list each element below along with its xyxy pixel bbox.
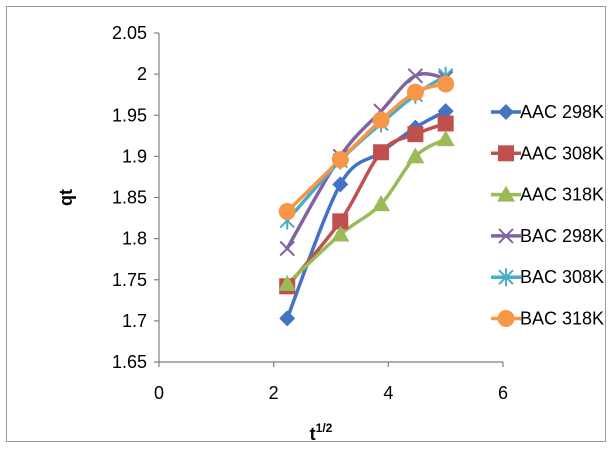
data-point-aac-298k — [332, 176, 349, 193]
data-point-bac-318k — [331, 151, 349, 169]
legend-label-bac-318k: BAC 318K — [520, 309, 604, 329]
data-point-aac-318k — [436, 130, 455, 147]
legend-marker-bac-308k — [498, 268, 514, 287]
y-tick-label: 1.75 — [112, 270, 147, 290]
data-point-bac-298k — [407, 68, 424, 84]
legend-marker-aac-308k — [498, 145, 514, 162]
legend-label-aac-318k: AAC 318K — [520, 185, 604, 205]
data-point-bac-318k — [372, 111, 390, 129]
y-axis-title: qt — [56, 189, 76, 206]
data-point-aac-318k — [278, 274, 297, 291]
x-tick-label: 6 — [498, 383, 508, 403]
legend-label-aac-308k: AAC 308K — [520, 143, 604, 163]
x-axis-title: t1/2 — [310, 421, 333, 444]
data-point-bac-318k — [278, 202, 296, 220]
series-lines — [285, 72, 448, 321]
y-tick-label: 1.8 — [122, 229, 147, 249]
legend-label-bac-308k: BAC 308K — [520, 267, 604, 287]
y-tick-label: 2.05 — [112, 23, 147, 43]
plot-area: 1.65 1.7 1.75 1.8 1.85 1.9 1.95 2 2.05 0 2 4 6 — [112, 23, 508, 403]
legend-marker-bac-318k — [497, 310, 515, 327]
y-tick-label: 2 — [137, 64, 147, 84]
y-tick-label: 1.85 — [112, 188, 147, 208]
x-tick-label: 4 — [383, 383, 393, 403]
legend-label-aac-298k: AAC 298K — [520, 102, 604, 122]
y-tick-label: 1.7 — [122, 311, 147, 331]
data-point-bac-318k — [437, 75, 455, 93]
data-point-aac-308k — [437, 115, 454, 132]
legend-marker-aac-298k — [498, 104, 514, 120]
legend-marker-aac-318k — [497, 185, 515, 202]
legend-marker-bac-298k — [498, 228, 514, 244]
y-tick-label: 1.65 — [112, 352, 147, 372]
data-point-aac-308k — [373, 144, 390, 161]
data-point-aac-298k — [279, 310, 296, 327]
data-point-bac-298k — [279, 240, 295, 257]
chart-frame — [6, 6, 606, 442]
y-tick-label: 1.95 — [112, 105, 147, 125]
y-tick-label: 1.9 — [122, 146, 147, 166]
x-axis-title-base: t — [310, 424, 316, 444]
series-markers — [278, 66, 455, 327]
data-point-aac-318k — [331, 225, 350, 242]
x-axis-title-superscript: 1/2 — [316, 421, 333, 435]
data-point-aac-308k — [332, 213, 349, 230]
data-point-aac-318k — [372, 195, 391, 212]
x-tick-label: 2 — [269, 383, 279, 403]
data-point-aac-308k — [407, 126, 424, 143]
x-axis-ticks: 0 2 4 6 — [154, 362, 508, 403]
data-point-bac-318k — [406, 83, 424, 101]
legend-label-bac-298k: BAC 298K — [520, 226, 604, 246]
x-tick-label: 0 — [154, 383, 164, 403]
data-point-aac-318k — [406, 147, 425, 164]
data-point-aac-298k — [437, 103, 454, 120]
legend: AAC 298K AAC 308K AAC 318K BAC 298K BAC 308K… — [491, 102, 604, 329]
y-axis-ticks: 1.65 1.7 1.75 1.8 1.85 1.9 1.95 2 2.05 — [112, 23, 159, 372]
